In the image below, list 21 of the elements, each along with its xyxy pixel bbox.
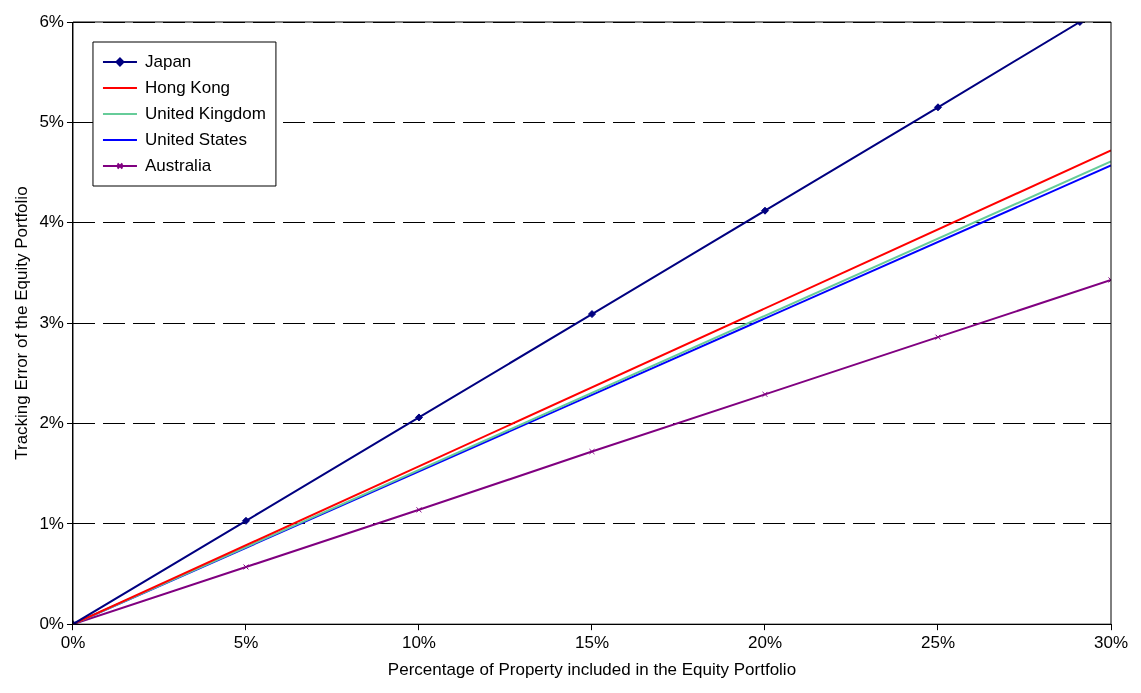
y-tick-label: 6% [39, 11, 64, 31]
x-tick-label: 20% [747, 633, 783, 653]
y-tick-label: 0% [39, 613, 64, 633]
x-tick-label: 0% [60, 633, 86, 653]
legend-label: United Kingdom [144, 103, 266, 123]
x-tick-label: 25% [920, 633, 956, 653]
legend-label: United States [144, 129, 248, 149]
y-tick-label: 4% [39, 212, 64, 232]
x-tick-label: 10% [401, 633, 436, 653]
x-axis-title: Percentage of Property included in the Equity Portfolio [387, 660, 797, 680]
legend-label: Hong Kong [144, 77, 231, 97]
x-tick-label: 15% [574, 633, 609, 653]
y-axis-title: Tracking Error of the Equity Portfolio [11, 186, 31, 460]
x-tick-label: 30% [1093, 633, 1129, 653]
x-tick-label: 5% [233, 633, 259, 653]
y-tick-label: 1% [39, 513, 64, 533]
y-tick-label: 3% [39, 312, 64, 332]
y-tick-label: 2% [39, 413, 64, 433]
legend-label: Australia [144, 155, 212, 175]
legend-label: Japan [144, 51, 192, 71]
y-tick-label: 5% [39, 112, 64, 132]
